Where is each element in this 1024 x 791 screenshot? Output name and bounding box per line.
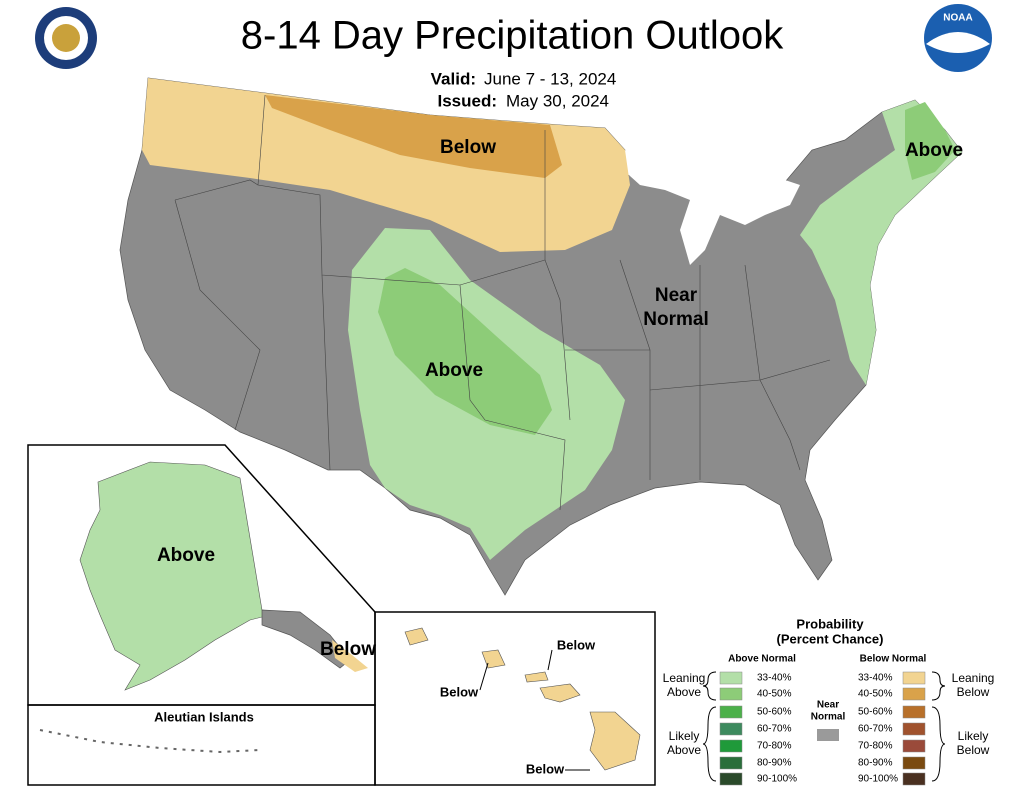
alaska-below-region xyxy=(332,640,368,672)
legend-heading: Above Normal xyxy=(728,654,796,665)
legend-swatch xyxy=(902,756,926,770)
legend-swatch xyxy=(719,671,743,685)
alaska-panhandle xyxy=(261,609,351,669)
legend: Probability (Percent Chance) Above Norma… xyxy=(663,616,995,786)
below-40-50-region xyxy=(265,95,562,178)
map-label: Below xyxy=(526,761,565,776)
legend-swatch xyxy=(719,722,743,736)
legend-swatch xyxy=(719,739,743,753)
legend-swatch xyxy=(902,722,926,736)
legend-group: Leaning xyxy=(952,671,995,685)
legend-group: Below xyxy=(957,685,990,699)
legend-group: Likely xyxy=(669,729,700,743)
map-label: Aleutian Islands xyxy=(154,709,254,724)
map-label: Above xyxy=(157,545,215,566)
near-normal-swatch xyxy=(817,729,839,741)
aleutian-islands-shape xyxy=(39,729,261,754)
legend-range: 80-90% xyxy=(858,758,893,769)
legend-range: 50-60% xyxy=(858,707,893,718)
hawaii-pointers xyxy=(479,649,590,771)
issued-label: Issued: xyxy=(437,91,497,110)
legend-swatch xyxy=(902,772,926,786)
legend-title: (Percent Chance) xyxy=(777,631,884,646)
legend-range: 60-70% xyxy=(757,724,792,735)
legend-range: 90-100% xyxy=(757,774,797,785)
legend-group: Above xyxy=(667,743,701,757)
hawaii-islands xyxy=(404,627,641,771)
issued-date: May 30, 2024 xyxy=(506,91,609,110)
legend-group: Below xyxy=(957,743,990,757)
map-label: Near xyxy=(655,285,698,306)
map-label: Below xyxy=(320,639,376,660)
title: 8-14 Day Precipitation Outlook xyxy=(241,14,785,58)
hawaii-panel xyxy=(374,611,656,786)
legend-swatch xyxy=(719,756,743,770)
legend-group: Above xyxy=(667,685,701,699)
legend-swatch xyxy=(719,705,743,719)
legend-group: Normal xyxy=(811,712,846,723)
legend-swatch xyxy=(902,705,926,719)
legend-group: Near xyxy=(817,700,839,711)
map-label: Below xyxy=(440,684,479,699)
legend-heading: Below Normal xyxy=(860,654,927,665)
legend-swatch xyxy=(719,687,743,701)
map-label: Above xyxy=(425,360,483,381)
legend-swatch xyxy=(902,739,926,753)
noaa-bird xyxy=(926,32,990,53)
legend-range: 90-100% xyxy=(858,774,898,785)
legend-swatch xyxy=(902,671,926,685)
legend-title: Probability xyxy=(796,616,864,631)
legend-range: 33-40% xyxy=(757,673,792,684)
legend-brackets xyxy=(702,671,946,782)
legend-swatch xyxy=(902,687,926,701)
valid-dates: June 7 - 13, 2024 xyxy=(484,69,616,88)
legend-group: Likely xyxy=(958,729,989,743)
above-40-50-region xyxy=(378,268,552,435)
map-label: Below xyxy=(557,637,596,652)
map-label: Below xyxy=(440,137,496,158)
legend-range: 80-90% xyxy=(757,758,792,769)
map-label: Above xyxy=(905,140,963,161)
valid-label: Valid: xyxy=(431,69,476,88)
above-maine-region xyxy=(905,102,955,180)
legend-group: Leaning xyxy=(663,671,706,685)
legend-range: 60-70% xyxy=(858,724,893,735)
legend-swatch xyxy=(719,772,743,786)
legend-range: 40-50% xyxy=(757,689,792,700)
legend-range: 70-80% xyxy=(757,741,792,752)
commerce-seal-emblem xyxy=(52,24,80,52)
legend-range: 40-50% xyxy=(858,689,893,700)
great-lakes xyxy=(612,130,800,265)
legend-range: 33-40% xyxy=(858,673,893,684)
legend-range: 50-60% xyxy=(757,707,792,718)
noaa-text: NOAA xyxy=(943,13,972,24)
map-label: Normal xyxy=(643,309,708,330)
alaska-map xyxy=(79,461,301,691)
state-borders xyxy=(174,94,831,511)
legend-range: 70-80% xyxy=(858,741,893,752)
